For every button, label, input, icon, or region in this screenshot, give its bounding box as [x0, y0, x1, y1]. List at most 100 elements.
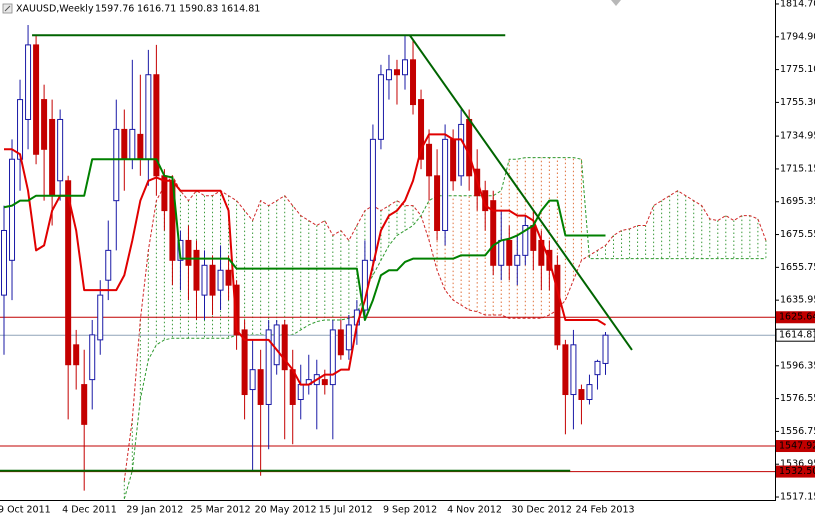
- candle-body: [602, 334, 609, 364]
- chart-title: XAUUSD,Weekly: [16, 4, 94, 15]
- candle-body: [25, 44, 32, 120]
- candle-body: [490, 200, 497, 266]
- candle-body: [562, 344, 569, 396]
- indicator-line: [4, 133, 607, 386]
- x-tick-label: 20 May 2012: [255, 505, 317, 516]
- candle-body: [570, 344, 577, 396]
- x-tick-label: 4 Nov 2012: [447, 505, 502, 516]
- candle-body: [105, 249, 112, 281]
- candle-body: [594, 360, 601, 376]
- y-tick-label: 1794.90: [780, 31, 815, 42]
- plot-area: [0, 25, 775, 500]
- candle-body: [265, 329, 272, 405]
- candle-body: [33, 44, 40, 155]
- price-label-box: [776, 465, 815, 478]
- header-close: 1614.81: [221, 4, 260, 15]
- candle-body: [89, 334, 96, 381]
- candle-body: [426, 143, 433, 177]
- candle-body: [345, 324, 352, 351]
- candle-body: [65, 180, 72, 366]
- header-open: 1597.76: [95, 4, 134, 15]
- symbol-icon-mark: [4, 5, 11, 12]
- candle-body: [41, 99, 48, 150]
- bid-label-box: [775, 328, 815, 342]
- candle-body: [225, 269, 232, 286]
- y-tick-label: 1715.15: [780, 163, 815, 174]
- candle-body: [554, 264, 561, 346]
- cloud-span-a: [123, 174, 767, 481]
- candle-body: [185, 239, 192, 266]
- y-tick-label: 1596.35: [780, 360, 815, 371]
- y-tick-label: 1814.70: [780, 0, 815, 9]
- candle-body: [57, 118, 64, 182]
- candle-body: [201, 264, 208, 296]
- x-tick-label: 9 Sep 2012: [383, 505, 437, 516]
- price-label: 1625.64: [779, 312, 815, 323]
- candle-body: [442, 138, 449, 231]
- candle-body: [377, 74, 384, 140]
- candle-body: [193, 249, 200, 291]
- candle-body: [209, 264, 216, 296]
- candle-body: [393, 69, 400, 76]
- y-tick-label: 1695.35: [780, 196, 815, 207]
- candle-body: [522, 225, 529, 256]
- x-tick-label: 29 Jan 2012: [126, 505, 183, 516]
- y-tick-label: 1576.55: [780, 393, 815, 404]
- price-label-box: [776, 440, 815, 453]
- price-label-box: [776, 311, 815, 324]
- candle-body: [17, 99, 24, 160]
- y-tick-label: 1734.95: [780, 131, 815, 142]
- bid-label: 1614.81: [779, 330, 815, 341]
- x-tick-label: 30 Dec 2012: [511, 505, 572, 516]
- candle-body: [514, 254, 521, 266]
- x-tick-label: 9 Oct 2011: [0, 505, 51, 516]
- candle-body: [586, 384, 593, 401]
- candle-body: [321, 379, 328, 386]
- y-tick-label: 1755.30: [780, 97, 815, 108]
- y-tick-label: 1655.75: [780, 262, 815, 273]
- candle-body: [145, 74, 152, 160]
- candle-body: [121, 128, 128, 160]
- price-label: 1532.50: [779, 466, 815, 477]
- candle-body: [578, 389, 585, 401]
- candle-body: [434, 175, 441, 231]
- candle-body: [418, 99, 425, 160]
- header-low: 1590.83: [179, 4, 218, 15]
- header-high: 1616.71: [137, 4, 176, 15]
- candle-body: [466, 118, 473, 177]
- candle-body: [385, 69, 392, 81]
- y-tick-label: 1775.10: [780, 64, 815, 75]
- y-tick-label: 1675.55: [780, 229, 815, 240]
- candle-body: [337, 329, 344, 356]
- y-tick-label: 1536.95: [780, 459, 815, 470]
- chart-shift-marker: [611, 0, 621, 6]
- y-tick-label: 1556.75: [780, 426, 815, 437]
- candle-body: [329, 329, 336, 386]
- price-label: 1547.92: [779, 441, 815, 452]
- indicator-line: [3, 158, 606, 321]
- candle-body: [450, 138, 457, 182]
- candle-body: [153, 74, 160, 177]
- x-tick-label: 4 Dec 2011: [62, 505, 117, 516]
- candle-body: [97, 294, 104, 341]
- candle-body: [530, 225, 537, 251]
- candle-body: [73, 344, 80, 366]
- candle-body: [233, 284, 240, 336]
- candle-body: [458, 123, 465, 177]
- candle-body: [402, 59, 408, 76]
- candle-body: [113, 128, 120, 202]
- candle-body: [217, 269, 224, 291]
- candle-body: [257, 369, 264, 405]
- candle-body: [1, 229, 7, 296]
- header: XAUUSD,Weekly 1597.76 1616.71 1590.83 1614.…: [2, 4, 260, 15]
- candle-body: [9, 158, 16, 261]
- candle-body: [137, 133, 144, 160]
- candle-body: [410, 59, 417, 106]
- x-tick-label: 24 Feb 2013: [575, 505, 634, 516]
- trendline: [408, 34, 633, 351]
